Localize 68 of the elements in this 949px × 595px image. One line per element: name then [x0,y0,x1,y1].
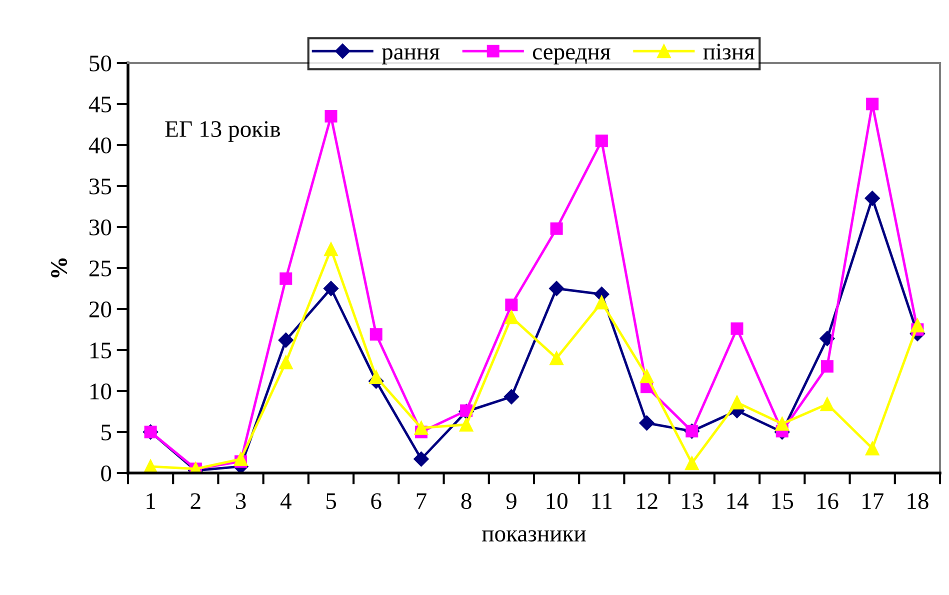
y-tick-label: 15 [90,342,112,358]
point [820,330,835,346]
point [866,98,879,110]
point [594,295,609,310]
legend-label: рання [382,48,440,64]
point [504,389,520,404]
x-tick-label: 10 [546,493,568,510]
x-axis-title: показники [482,530,586,542]
x-tick-label: 8 [461,493,472,510]
point [369,370,384,384]
point [414,451,429,467]
point [504,310,518,324]
point [505,298,518,312]
x-tick-label: 6 [371,493,382,510]
y-tick-label: 40 [88,137,112,154]
point [548,280,564,296]
point [684,456,699,470]
x-tick-label: 7 [416,493,426,509]
y-tick-label: 50 [90,55,112,72]
point [865,441,880,456]
y-axis-title: % [51,258,68,278]
x-tick-label: 1 [146,493,156,509]
x-tick-label: 12 [637,493,658,509]
point [775,416,790,431]
legend-label: середня [532,48,610,64]
y-tick-label: 20 [89,301,112,318]
point [278,332,294,348]
point [910,318,924,332]
point [820,360,834,373]
x-tick-label: 17 [862,493,884,509]
point [820,397,834,412]
point [550,222,563,235]
point [234,452,248,466]
point [323,280,339,296]
x-tick-label: 16 [817,493,838,510]
y-tick-label: 10 [90,383,112,400]
point [730,322,744,335]
x-tick-label: 14 [727,493,748,509]
point [730,396,744,410]
x-tick-label: 5 [326,493,336,510]
point [370,328,382,341]
annotation: ЕГ 13 років [165,121,280,142]
y-tick-label: 5 [102,424,112,440]
point [640,369,654,384]
y-tick-label: 0 [101,465,112,482]
point [278,355,293,370]
point [639,415,654,431]
x-tick-label: 13 [682,493,703,510]
point [550,351,564,366]
x-tick-label: 15 [772,493,793,510]
y-tick-label: 35 [90,178,112,194]
point [864,190,880,206]
y-tick-label: 25 [89,260,112,276]
point [414,420,428,435]
x-tick-label: 9 [506,493,516,510]
x-tick-label: 2 [190,493,200,509]
x-tick-label: 18 [908,493,928,510]
x-tick-label: 11 [592,493,612,509]
point [280,272,292,285]
x-tick-label: 3 [236,493,246,510]
x-tick-label: 4 [280,493,292,509]
y-tick-label: 45 [88,96,112,112]
point [459,418,474,432]
y-tick-label: 30 [90,219,112,236]
legend-label: пізня [703,44,754,60]
point [324,242,338,256]
point [595,134,608,148]
point [324,110,338,123]
